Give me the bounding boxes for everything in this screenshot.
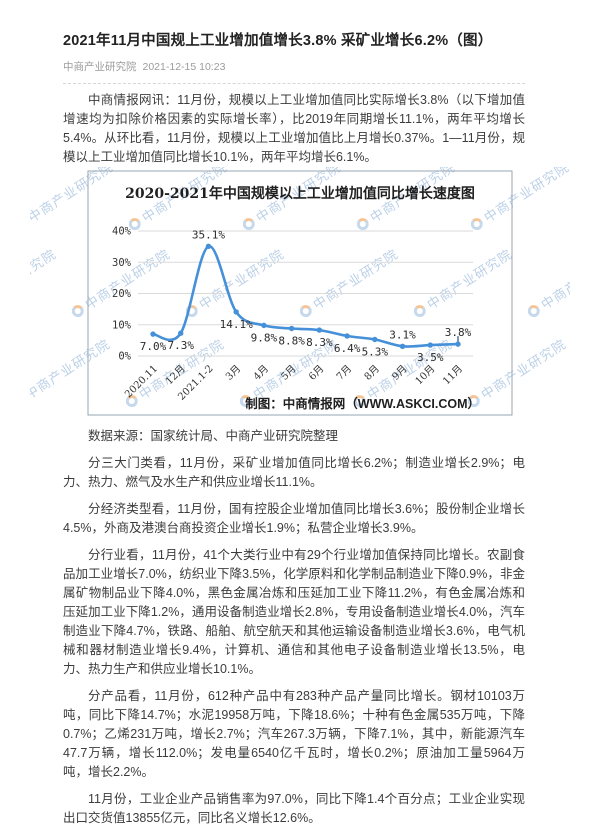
y-axis-tick-label: 10% [112, 319, 132, 331]
article-content: 2021年11月中国规上工业增加值增长3.8% 采矿业增长6.2%（图） 中商产… [30, 32, 570, 828]
paragraph-by-industry: 分行业看，11月份，41个大类行业中有29个行业增加值保持同比增长。农副食品加工… [63, 548, 525, 676]
data-label: 6.4% [334, 342, 361, 355]
article-page: 2021年11月中国规上工业增加值增长3.8% 采矿业增长6.2%（图） 中商产… [30, 33, 570, 825]
data-label: 3.1% [389, 328, 416, 341]
x-axis-tick-label: 3月 [223, 363, 243, 383]
paragraph-by-product: 分产品看，11月份，612种产品中有283种产品产量同比增长。钢材10103万吨… [63, 689, 525, 779]
paragraph-intro: 中商情报网讯：11月份，规模以上工业增加值同比实际增长3.8%（以下增加值增速均… [63, 93, 525, 164]
data-label: 3.8% [445, 326, 472, 339]
paragraph-by-category: 分三大门类看，11月份，采矿业增加值同比增长6.2%；制造业增长2.9%；电力、… [63, 456, 525, 489]
x-axis-tick-label: 11月 [441, 363, 466, 388]
paragraph-data-source: 数据来源：国家统计局、中商产业研究院整理 [88, 429, 339, 443]
chart-title: 2020-2021年中国规模以上工业增加值同比增长速度图 [125, 185, 475, 202]
data-point [427, 342, 433, 348]
page-title: 2021年11月中国规上工业增加值增长3.8% 采矿业增长6.2%（图） [63, 33, 493, 49]
data-point [399, 343, 406, 350]
x-axis-tick-label: 10月 [413, 363, 438, 388]
chart-border [87, 170, 513, 416]
data-label: 5.3% [362, 345, 389, 358]
data-point [205, 243, 212, 250]
x-axis-tick-label: 7月 [334, 363, 354, 383]
x-axis-tick-label: 9月 [390, 363, 410, 383]
data-point [455, 341, 461, 347]
paragraph-sales: 11月份，工业企业产品销售率为97.0%，同比下降1.4个百分点；工业企业实现出… [63, 792, 525, 825]
data-label: 9.8% [251, 331, 278, 344]
x-axis-tick-label: 12月 [163, 363, 188, 388]
chart-caption: 制图：中商情报网（WWW.ASKCI.COM） [245, 396, 480, 411]
data-point [261, 322, 267, 329]
x-axis-tick-label: 8月 [362, 363, 382, 383]
data-label: 35.1% [192, 228, 225, 241]
data-point [150, 331, 156, 337]
industrial-growth-line-chart: 2020-2021年中国规模以上工业增加值同比增长速度图 0% 10% 20% 30% 4… [87, 170, 513, 416]
data-label: 8.8% [278, 335, 305, 348]
data-point [372, 336, 378, 343]
x-axis-tick-label: 6月 [306, 363, 326, 383]
data-label: 7.0% [140, 340, 167, 353]
data-label: 14.1% [220, 318, 253, 331]
data-point [178, 330, 184, 336]
y-axis-tick-label: 0% [118, 351, 131, 363]
data-point [344, 333, 350, 339]
data-label: 8.3% [306, 336, 333, 349]
x-axis-tick-label: 5月 [279, 363, 299, 383]
data-label: 7.3% [167, 339, 194, 352]
y-axis-tick-label: 30% [112, 257, 132, 269]
paragraph-by-type: 分经济类型看，11月份，国有控股企业增加值同比增长3.6%；股份制企业增长4.5… [63, 502, 525, 535]
divider [63, 83, 525, 84]
byline-datetime: 2021-12-15 10:23 [142, 61, 226, 73]
x-axis-tick-label: 2020.11 [123, 363, 160, 400]
chart-image: 中商产业研究院 中商产业研究院 中商产业研究院 中商产业研究院 中商产业研究院 中商产业研… [30, 167, 570, 419]
byline-source: 中商产业研究院 [63, 61, 137, 73]
data-label: 3.5% [417, 351, 444, 364]
data-point [316, 327, 323, 333]
y-axis-tick-label: 40% [112, 226, 132, 238]
byline: 中商产业研究院 2021-12-15 10:23 [63, 59, 525, 74]
data-point [288, 325, 295, 332]
data-point [233, 309, 239, 315]
x-axis-tick-label: 4月 [251, 363, 271, 383]
y-axis-tick-label: 20% [112, 288, 132, 300]
